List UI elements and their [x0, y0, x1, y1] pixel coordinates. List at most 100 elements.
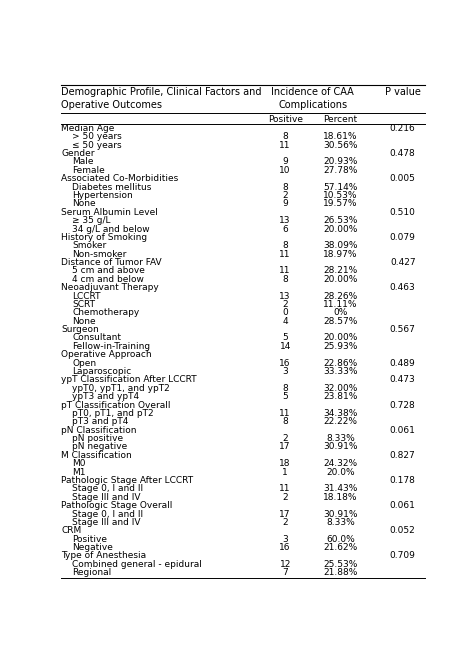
- Text: 0.709: 0.709: [390, 551, 416, 561]
- Text: 0.728: 0.728: [390, 400, 416, 409]
- Text: 0.478: 0.478: [390, 149, 416, 158]
- Text: Male: Male: [72, 158, 93, 167]
- Text: SCRT: SCRT: [72, 300, 95, 309]
- Text: Positive: Positive: [268, 115, 303, 124]
- Text: Serum Albumin Level: Serum Albumin Level: [61, 208, 158, 217]
- Text: 2: 2: [283, 191, 288, 200]
- Text: ypT0, ypT1, and ypT2: ypT0, ypT1, and ypT2: [72, 384, 170, 393]
- Text: None: None: [72, 199, 96, 208]
- Text: Positive: Positive: [72, 534, 107, 544]
- Text: Smoker: Smoker: [72, 242, 106, 250]
- Text: 11.11%: 11.11%: [323, 300, 357, 309]
- Text: 34 g/L and below: 34 g/L and below: [72, 225, 150, 234]
- Text: 13: 13: [279, 292, 291, 301]
- Text: Open: Open: [72, 359, 96, 368]
- Text: 0.427: 0.427: [390, 258, 416, 267]
- Text: 30.91%: 30.91%: [323, 510, 357, 518]
- Text: 20.00%: 20.00%: [323, 333, 357, 342]
- Text: 0: 0: [283, 309, 288, 317]
- Text: 2: 2: [283, 493, 288, 502]
- Text: 0.079: 0.079: [390, 233, 416, 242]
- Text: 7: 7: [283, 568, 288, 577]
- Text: Negative: Negative: [72, 543, 113, 552]
- Text: Regional: Regional: [72, 568, 111, 577]
- Text: 20.00%: 20.00%: [323, 225, 357, 234]
- Text: Non-smoker: Non-smoker: [72, 250, 127, 258]
- Text: 0.473: 0.473: [390, 376, 416, 384]
- Text: 8: 8: [283, 417, 288, 426]
- Text: 34.38%: 34.38%: [323, 409, 357, 418]
- Text: Demographic Profile, Clinical Factors and
Operative Outcomes: Demographic Profile, Clinical Factors an…: [61, 87, 262, 110]
- Text: ≥ 35 g/L: ≥ 35 g/L: [72, 216, 110, 225]
- Text: 0.052: 0.052: [390, 526, 416, 535]
- Text: 25.53%: 25.53%: [323, 560, 357, 569]
- Text: Pathologic Stage After LCCRT: Pathologic Stage After LCCRT: [61, 476, 193, 485]
- Text: 31.43%: 31.43%: [323, 484, 357, 493]
- Text: 11: 11: [279, 484, 291, 493]
- Text: 28.26%: 28.26%: [323, 292, 357, 301]
- Text: 38.09%: 38.09%: [323, 242, 357, 250]
- Text: 8: 8: [283, 275, 288, 284]
- Text: Pathologic Stage Overall: Pathologic Stage Overall: [61, 501, 173, 510]
- Text: 11: 11: [279, 409, 291, 418]
- Text: Associated Co-Morbidities: Associated Co-Morbidities: [61, 174, 178, 183]
- Text: 19.57%: 19.57%: [323, 199, 357, 208]
- Text: LCCRT: LCCRT: [72, 292, 100, 301]
- Text: > 50 years: > 50 years: [72, 132, 122, 141]
- Text: 0.510: 0.510: [390, 208, 416, 217]
- Text: 9: 9: [283, 158, 288, 167]
- Text: 0.216: 0.216: [390, 124, 416, 133]
- Text: 30.91%: 30.91%: [323, 443, 357, 451]
- Text: 11: 11: [279, 250, 291, 258]
- Text: pT3 and pT4: pT3 and pT4: [72, 417, 128, 426]
- Text: 5: 5: [283, 392, 288, 401]
- Text: 4 cm and below: 4 cm and below: [72, 275, 144, 284]
- Text: 32.00%: 32.00%: [323, 384, 357, 393]
- Text: 0.005: 0.005: [390, 174, 416, 183]
- Text: Median Age: Median Age: [61, 124, 114, 133]
- Text: 18: 18: [279, 459, 291, 468]
- Text: Gender: Gender: [61, 149, 95, 158]
- Text: 8: 8: [283, 132, 288, 141]
- Text: 28.21%: 28.21%: [323, 266, 357, 275]
- Text: Stage 0, I and II: Stage 0, I and II: [72, 484, 143, 493]
- Text: 21.88%: 21.88%: [323, 568, 357, 577]
- Text: 20.0%: 20.0%: [326, 467, 355, 477]
- Text: ypT3 and ypT4: ypT3 and ypT4: [72, 392, 139, 401]
- Text: Hypertension: Hypertension: [72, 191, 133, 200]
- Text: 14: 14: [280, 342, 291, 351]
- Text: 0.489: 0.489: [390, 359, 416, 368]
- Text: 26.53%: 26.53%: [323, 216, 357, 225]
- Text: 20.00%: 20.00%: [323, 275, 357, 284]
- Text: Type of Anesthesia: Type of Anesthesia: [61, 551, 146, 561]
- Text: pN negative: pN negative: [72, 443, 128, 451]
- Text: Surgeon: Surgeon: [61, 325, 99, 334]
- Text: 0.061: 0.061: [390, 426, 416, 435]
- Text: 27.78%: 27.78%: [323, 166, 357, 175]
- Text: 13: 13: [279, 216, 291, 225]
- Text: Fellow-in-Training: Fellow-in-Training: [72, 342, 150, 351]
- Text: 23.81%: 23.81%: [323, 392, 357, 401]
- Text: 3: 3: [283, 534, 288, 544]
- Text: Laparoscopic: Laparoscopic: [72, 367, 131, 376]
- Text: 10: 10: [279, 166, 291, 175]
- Text: 0%: 0%: [333, 309, 347, 317]
- Text: Chemotherapy: Chemotherapy: [72, 309, 139, 317]
- Text: 12: 12: [280, 560, 291, 569]
- Text: Percent: Percent: [323, 115, 357, 124]
- Text: pN Classification: pN Classification: [61, 426, 137, 435]
- Text: 33.33%: 33.33%: [323, 367, 357, 376]
- Text: 20.93%: 20.93%: [323, 158, 357, 167]
- Text: 16: 16: [279, 543, 291, 552]
- Text: 18.61%: 18.61%: [323, 132, 357, 141]
- Text: 11: 11: [279, 266, 291, 275]
- Text: 6: 6: [283, 225, 288, 234]
- Text: 60.0%: 60.0%: [326, 534, 355, 544]
- Text: 8: 8: [283, 384, 288, 393]
- Text: 8.33%: 8.33%: [326, 434, 355, 443]
- Text: 18.97%: 18.97%: [323, 250, 357, 258]
- Text: Diabetes mellitus: Diabetes mellitus: [72, 182, 152, 191]
- Text: 22.22%: 22.22%: [323, 417, 357, 426]
- Text: Stage III and IV: Stage III and IV: [72, 493, 141, 502]
- Text: 0.827: 0.827: [390, 451, 416, 460]
